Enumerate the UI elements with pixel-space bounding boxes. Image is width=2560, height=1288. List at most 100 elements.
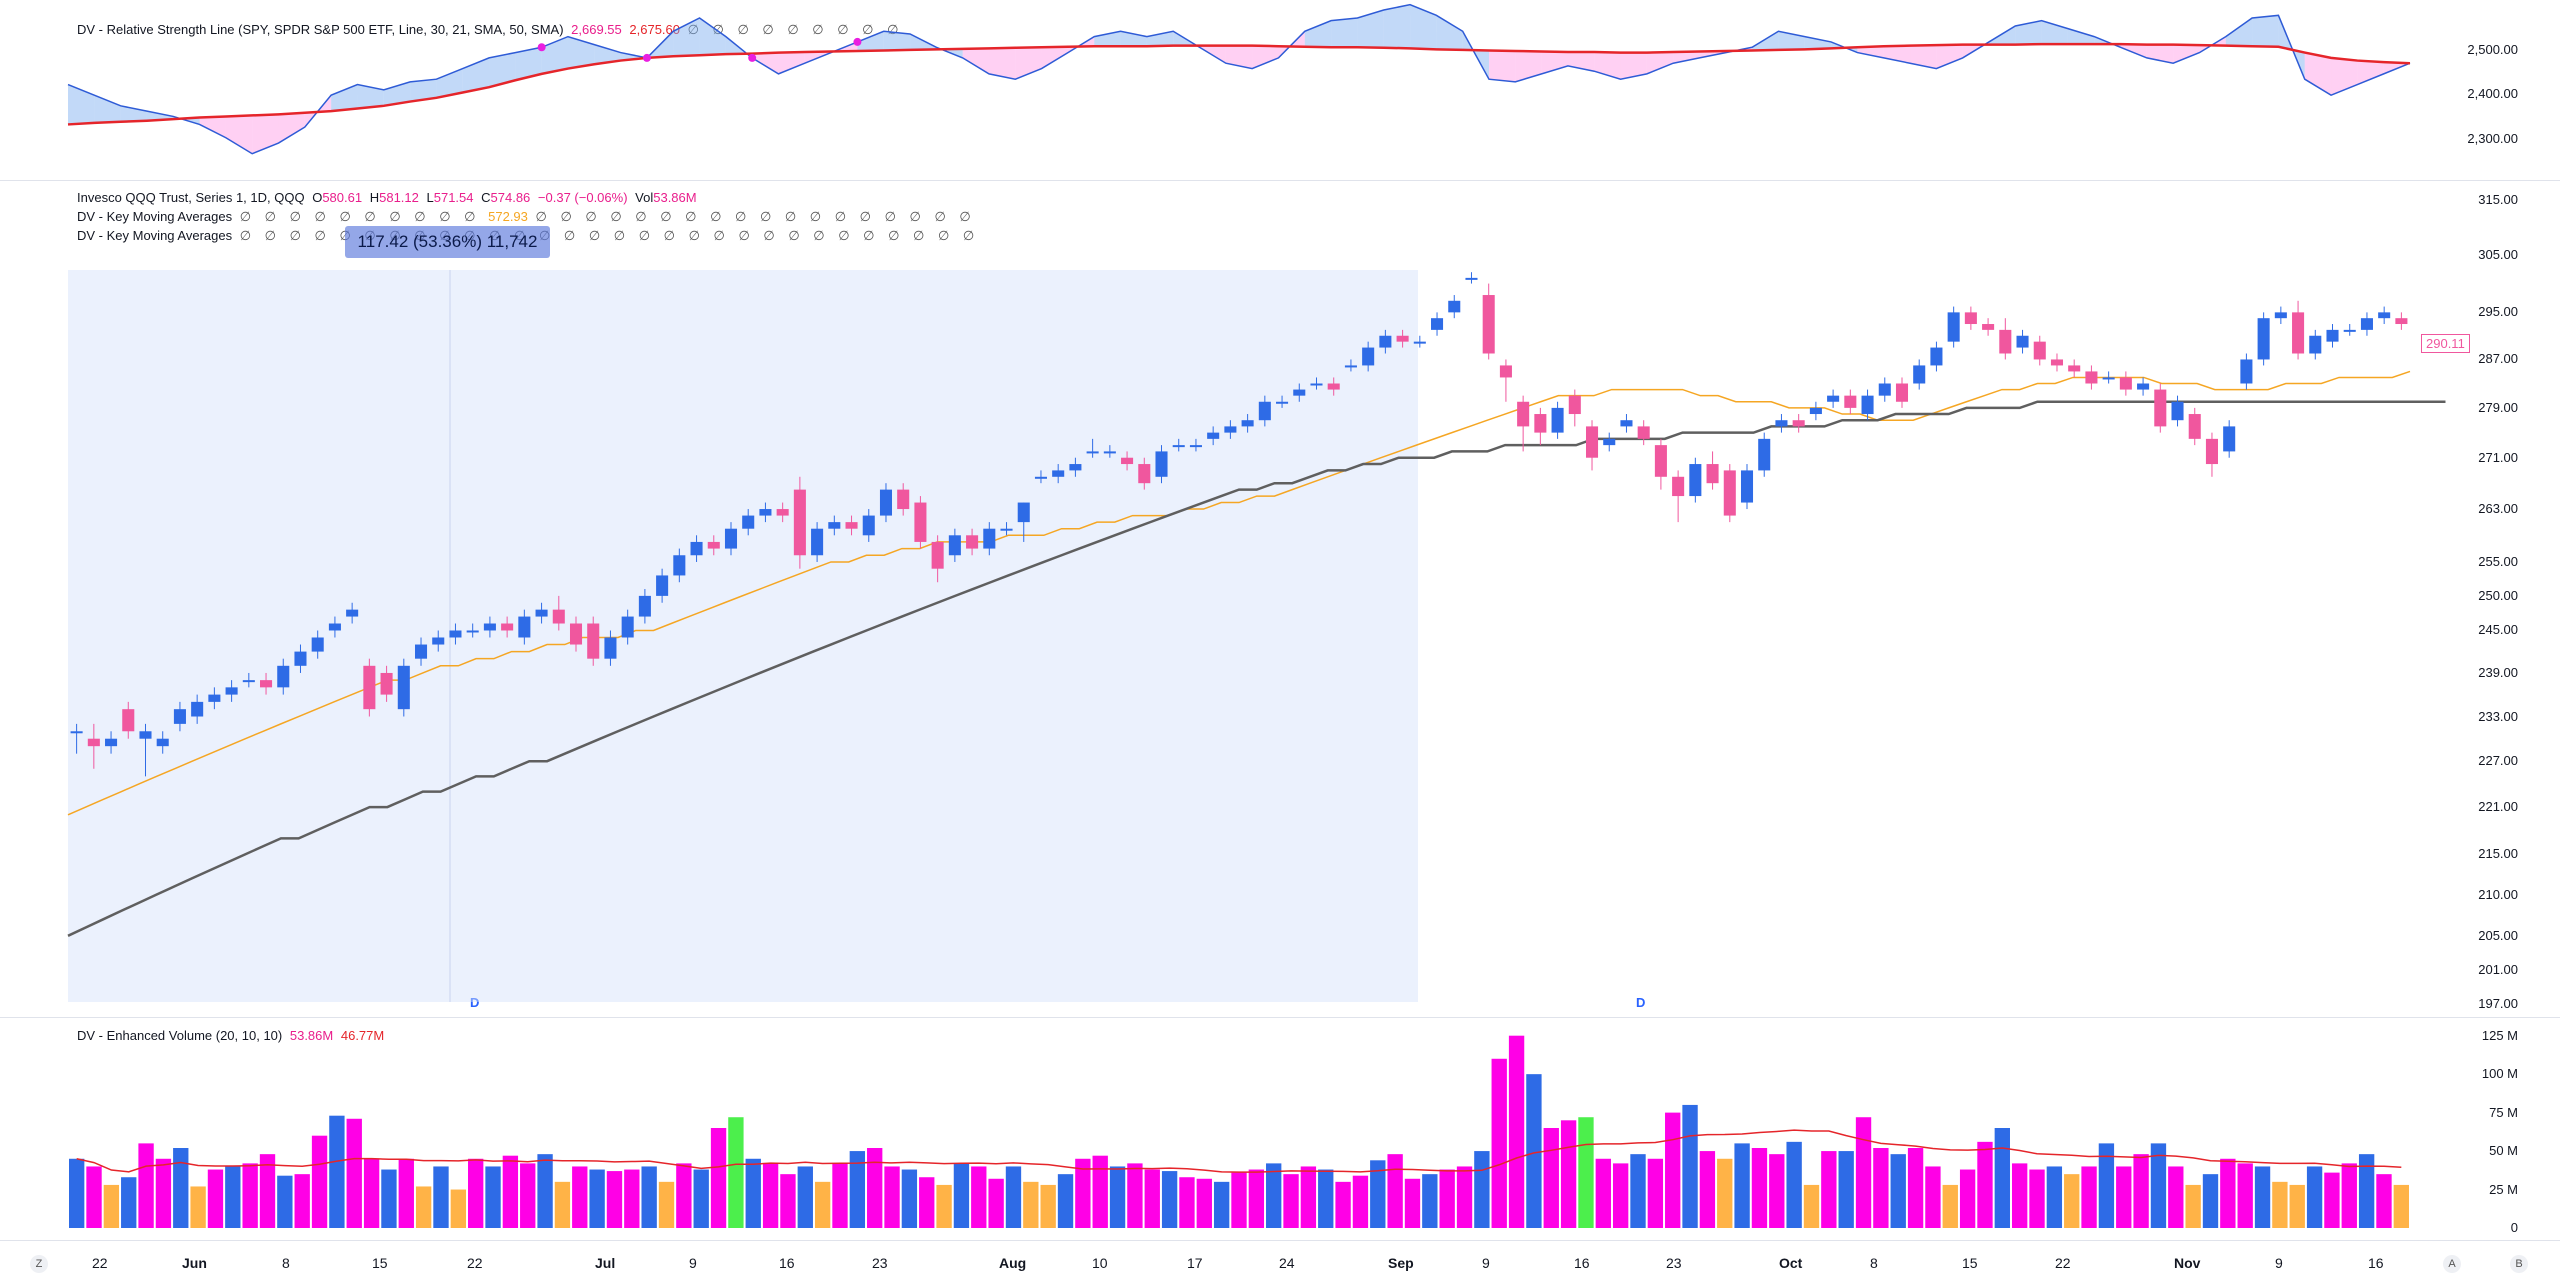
x-axis-label: 15 bbox=[372, 1255, 388, 1271]
rs-fill-segment bbox=[94, 95, 121, 123]
rs-line bbox=[67, 3, 2411, 155]
dividend-marker-2[interactable]: D bbox=[1636, 995, 1646, 1010]
candle bbox=[2343, 324, 2356, 336]
rs-legend-dots: ∅ ∅ ∅ ∅ ∅ ∅ ∅ ∅ ∅ bbox=[687, 22, 904, 37]
volume-bar bbox=[1855, 1117, 1872, 1228]
volume-bar bbox=[1751, 1148, 1768, 1228]
volume-bar bbox=[2289, 1184, 2305, 1228]
volume-bar bbox=[849, 1151, 866, 1228]
candle-body bbox=[2274, 312, 2287, 319]
ma-legend-1: DV - Key Moving Averages ∅ ∅ ∅ ∅ ∅ ∅ ∅ ∅… bbox=[77, 209, 980, 225]
volume-bar bbox=[1092, 1155, 1108, 1228]
candle-body bbox=[621, 616, 634, 638]
dividend-marker-1[interactable]: D bbox=[470, 995, 480, 1010]
rs-fill-segment bbox=[1015, 47, 1042, 80]
rs-fill-segment bbox=[1410, 4, 1437, 50]
candle bbox=[414, 637, 428, 666]
candle bbox=[569, 616, 583, 652]
candle-body bbox=[1138, 464, 1151, 484]
price-legend: Invesco QQQ Trust, Series 1, 1D, QQQ O58… bbox=[77, 190, 701, 205]
rs-fill-segment bbox=[489, 52, 516, 88]
candle-body bbox=[1654, 445, 1667, 477]
candle-body bbox=[569, 623, 583, 645]
volume-bar bbox=[294, 1174, 310, 1228]
rs-fill-segment bbox=[1041, 46, 1068, 69]
candle bbox=[1052, 464, 1065, 484]
volume-bar bbox=[2098, 1143, 2115, 1228]
price-scale-label: 263.00 bbox=[2478, 501, 2518, 517]
candle bbox=[2257, 312, 2270, 366]
volume-chart bbox=[69, 1035, 2409, 1228]
candle-body bbox=[793, 489, 806, 556]
candle bbox=[1895, 377, 1909, 408]
candle-body bbox=[1844, 395, 1857, 408]
volume-bar bbox=[624, 1169, 640, 1228]
volume-bar bbox=[919, 1177, 935, 1228]
volume-bar bbox=[554, 1181, 571, 1228]
candle bbox=[363, 658, 376, 717]
candle-body bbox=[1947, 312, 1960, 342]
candle bbox=[690, 535, 703, 562]
candle-body bbox=[673, 555, 686, 576]
candle-body bbox=[535, 609, 548, 617]
candle-body bbox=[1930, 347, 1943, 366]
candle bbox=[1792, 414, 1805, 433]
log-scale-button[interactable]: B bbox=[2510, 1255, 2528, 1273]
candle-body bbox=[879, 489, 893, 516]
volume-bar bbox=[1335, 1181, 1351, 1228]
x-axis-label: Sep bbox=[1388, 1255, 1414, 1271]
candle bbox=[707, 535, 720, 556]
candle bbox=[1809, 401, 1822, 421]
candle bbox=[776, 502, 789, 523]
candle-body bbox=[604, 637, 617, 659]
candle-body bbox=[1293, 389, 1306, 396]
candle-body bbox=[225, 687, 238, 695]
volume-bar bbox=[1283, 1174, 1299, 1228]
candle-body bbox=[2257, 318, 2270, 360]
candle-body bbox=[1517, 401, 1530, 427]
ma-legend-2-label: DV - Key Moving Averages bbox=[77, 228, 233, 243]
candle-body bbox=[2102, 377, 2115, 380]
volume-bar bbox=[1977, 1141, 1993, 1228]
candle-body bbox=[742, 515, 755, 529]
measure-range-box bbox=[68, 270, 1418, 1002]
volume-bar bbox=[1994, 1128, 2010, 1228]
price-scale-label: 239.00 bbox=[2478, 664, 2518, 680]
candle-body bbox=[466, 630, 479, 633]
candle-body bbox=[1534, 414, 1547, 433]
candle-body bbox=[1672, 476, 1685, 497]
volume-bar bbox=[1161, 1171, 1178, 1228]
volume-legend: DV - Enhanced Volume (20, 10, 10) 53.86M… bbox=[77, 1028, 388, 1043]
volume-bar bbox=[1300, 1166, 1317, 1228]
candle bbox=[897, 483, 910, 516]
volume-legend-title: DV - Enhanced Volume (20, 10, 10) bbox=[77, 1028, 283, 1043]
price-pane: Invesco QQQ Trust, Series 1, 1D, QQQ O58… bbox=[0, 182, 2560, 1017]
candle-body bbox=[1344, 365, 1357, 368]
candle bbox=[2309, 329, 2322, 360]
volume-bar bbox=[2116, 1166, 2132, 1228]
candle-body bbox=[1017, 502, 1030, 523]
x-axis-label: 22 bbox=[467, 1255, 483, 1271]
candle-body bbox=[70, 731, 83, 734]
candle bbox=[294, 644, 307, 673]
candle-body bbox=[948, 535, 961, 556]
candle bbox=[1913, 359, 1926, 390]
price-scale-label: 315.00 bbox=[2478, 192, 2518, 207]
candle bbox=[156, 731, 169, 754]
candle-body bbox=[363, 665, 376, 710]
rs-fill-segment bbox=[1225, 45, 1253, 69]
zoom-button[interactable]: Z bbox=[30, 1255, 48, 1273]
candle-body bbox=[1689, 464, 1702, 497]
x-axis-label: Nov bbox=[2174, 1255, 2201, 1271]
volume-bar bbox=[1942, 1184, 1958, 1228]
auto-scale-button[interactable]: A bbox=[2443, 1255, 2461, 1273]
ma-short-line bbox=[67, 370, 2411, 816]
candle-body bbox=[1637, 426, 1650, 439]
candle-body bbox=[1827, 395, 1840, 402]
divider-xaxis bbox=[0, 1240, 2560, 1241]
volume-bar bbox=[121, 1177, 137, 1228]
candle bbox=[1465, 272, 1478, 284]
volume-scale-label: 125 M bbox=[2481, 1027, 2518, 1043]
rs-fill-segment bbox=[1646, 52, 1674, 74]
candle-body bbox=[1792, 420, 1805, 427]
